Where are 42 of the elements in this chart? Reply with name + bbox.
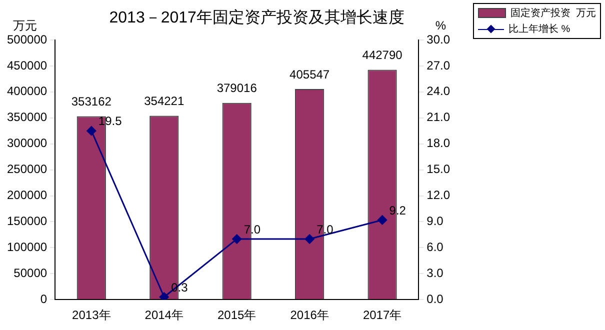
y-tick-label: 350000	[6, 110, 48, 124]
y2-tick-label: 12.0	[426, 188, 450, 202]
x-tick-label: 2015年	[217, 308, 256, 322]
x-tick-label: 2016年	[290, 308, 329, 322]
point	[86, 126, 96, 136]
y2-tick-label: 3.0	[426, 266, 444, 280]
y-tick-label: 100000	[6, 240, 48, 254]
y-tick-label: 250000	[6, 162, 48, 176]
x-tick-label: 2013年	[72, 308, 111, 322]
y2-tick-label: 15.0	[426, 162, 450, 176]
y2-tick-label: 30.0	[426, 32, 450, 46]
y2-tick-label: 21.0	[426, 110, 450, 124]
legend-label: 固定资产投资 万元	[510, 6, 596, 20]
y2-tick-label: 27.0	[426, 58, 450, 72]
y2-tick-label: 9.0	[426, 214, 444, 228]
y-tick-label: 200000	[6, 188, 48, 202]
y-tick-label: 50000	[14, 266, 48, 280]
data-label: 442790	[362, 48, 403, 62]
y-tick-label: 150000	[6, 214, 48, 228]
legend-label: 比上年增长 %	[508, 22, 570, 36]
data-label: 354221	[144, 94, 184, 108]
y-tick-label: 450000	[6, 58, 48, 72]
x-tick-label: 2014年	[144, 308, 184, 322]
y-axis-title: 万元	[13, 18, 38, 32]
point	[232, 234, 242, 244]
point	[378, 215, 388, 225]
data-label: 405547	[290, 67, 330, 82]
y2-tick-label: 24.0	[426, 84, 450, 98]
y-tick-label: 500000	[6, 32, 48, 46]
y2-axis-title: %	[435, 18, 446, 32]
data-label: 353162	[71, 94, 112, 109]
y2-tick-label: 0.0	[426, 292, 444, 306]
y2-tick-label: 6.0	[426, 240, 444, 254]
y-tick-label: 0	[40, 292, 48, 306]
x-tick-label: 2017年	[362, 308, 402, 322]
y2-tick-label: 18.0	[426, 136, 450, 150]
point	[304, 234, 314, 244]
y-tick-label: 300000	[6, 136, 48, 150]
point	[159, 292, 169, 300]
chart-title: 2013－2017年固定资产投资及其增长速度	[109, 8, 404, 26]
data-label: 379016	[216, 81, 258, 96]
y-tick-label: 400000	[6, 84, 48, 98]
